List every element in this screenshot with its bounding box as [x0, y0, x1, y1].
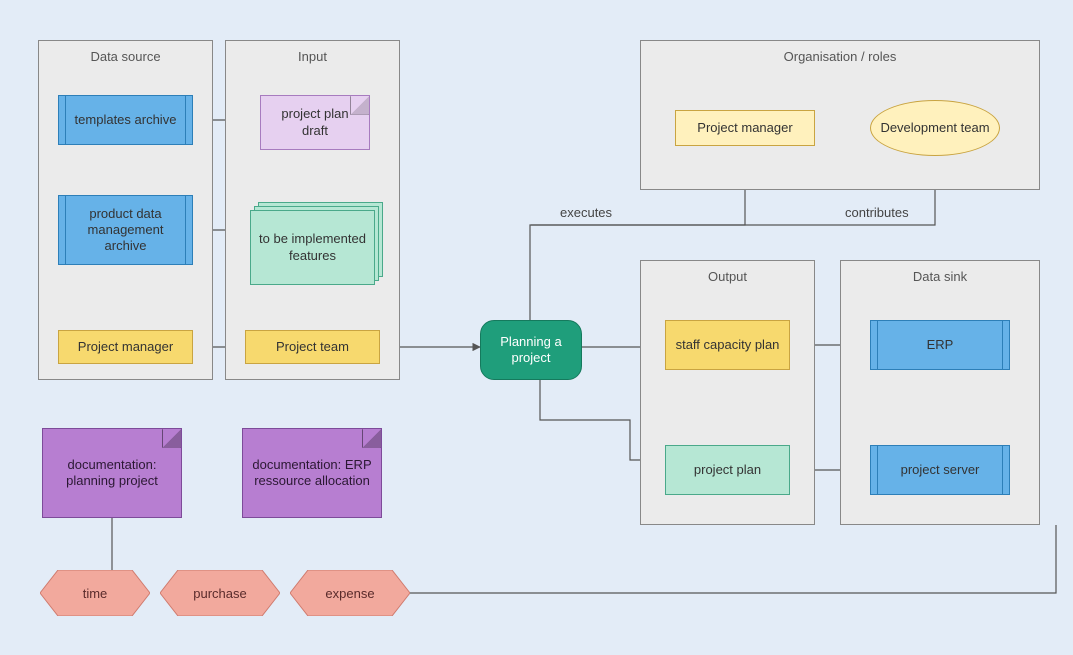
- group-output-title: Output: [641, 269, 814, 284]
- node-dev-team: Development team: [870, 100, 1000, 156]
- node-doc-erp-label: documentation: ERP ressource allocation: [249, 457, 375, 490]
- node-project-team: Project team: [245, 330, 380, 364]
- node-doc-planning-label: documentation: planning project: [49, 457, 175, 490]
- node-project-team-label: Project team: [276, 339, 349, 355]
- node-erp-label: ERP: [927, 337, 954, 353]
- node-product-data-archive-label: product data management archive: [65, 206, 186, 255]
- node-project-plan-label: project plan: [694, 462, 761, 478]
- node-erp: ERP: [870, 320, 1010, 370]
- node-features-label: to be implemented features: [257, 231, 368, 264]
- node-templates-archive-label: templates archive: [75, 112, 177, 128]
- node-project-plan-draft: project plan draft: [260, 95, 370, 150]
- edge-label-executes: executes: [560, 205, 612, 220]
- group-data-source-title: Data source: [39, 49, 212, 64]
- node-hex-time-label: time: [40, 570, 150, 616]
- node-project-plan-draft-label: project plan draft: [267, 106, 363, 139]
- note-fold-icon: [362, 429, 381, 448]
- note-fold-icon: [350, 96, 369, 115]
- node-process-planning: Planning a project: [480, 320, 582, 380]
- edge-hex-chain-long: [410, 525, 1056, 593]
- group-organisation-title: Organisation / roles: [641, 49, 1039, 64]
- node-staff-capacity-label: staff capacity plan: [676, 337, 780, 353]
- note-fold-icon: [162, 429, 181, 448]
- node-features: to be implemented features: [250, 210, 375, 285]
- edge-label-contributes: contributes: [845, 205, 909, 220]
- node-project-manager-ds-label: Project manager: [78, 339, 173, 355]
- node-templates-archive: templates archive: [58, 95, 193, 145]
- node-project-server: project server: [870, 445, 1010, 495]
- node-staff-capacity: staff capacity plan: [665, 320, 790, 370]
- node-hex-time: time: [40, 570, 150, 616]
- node-hex-expense-label: expense: [290, 570, 410, 616]
- node-process-planning-label: Planning a project: [487, 334, 575, 367]
- node-project-plan: project plan: [665, 445, 790, 495]
- node-product-data-archive: product data management archive: [58, 195, 193, 265]
- group-input-title: Input: [226, 49, 399, 64]
- node-dev-team-label: Development team: [880, 120, 989, 136]
- group-data-sink-title: Data sink: [841, 269, 1039, 284]
- node-doc-erp: documentation: ERP ressource allocation: [242, 428, 382, 518]
- node-doc-planning: documentation: planning project: [42, 428, 182, 518]
- node-project-manager-org: Project manager: [675, 110, 815, 146]
- node-hex-purchase: purchase: [160, 570, 280, 616]
- diagram-canvas: Data source templates archive product da…: [0, 0, 1073, 655]
- node-hex-expense: expense: [290, 570, 410, 616]
- node-project-manager-ds: Project manager: [58, 330, 193, 364]
- node-hex-purchase-label: purchase: [160, 570, 280, 616]
- node-project-server-label: project server: [901, 462, 980, 478]
- node-project-manager-org-label: Project manager: [697, 120, 792, 136]
